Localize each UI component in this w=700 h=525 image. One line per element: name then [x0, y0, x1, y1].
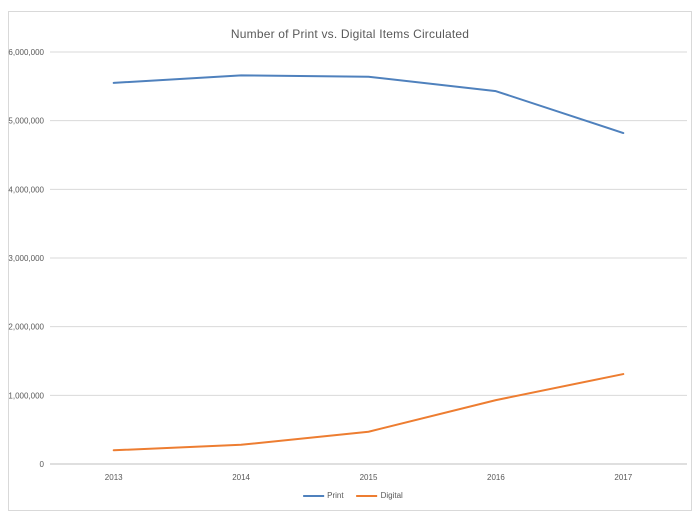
y-tick-label: 1,000,000 [8, 391, 44, 400]
x-tick-label: 2013 [105, 473, 123, 482]
x-tick-label: 2016 [487, 473, 505, 482]
y-tick-label: 0 [40, 460, 45, 469]
series-line-print [112, 74, 625, 135]
legend-item-digital[interactable]: Digital [356, 491, 403, 500]
x-tick-label: 2015 [360, 473, 378, 482]
series-line-digital [112, 373, 625, 452]
chart-title: Number of Print vs. Digital Items Circul… [230, 27, 470, 41]
x-tick-label: 2014 [232, 473, 250, 482]
digital-line-swatch [356, 494, 378, 497]
legend-label-digital: Digital [380, 491, 403, 500]
print-line-swatch [303, 494, 325, 497]
y-tick-label: 6,000,000 [8, 48, 44, 57]
chart-frame[interactable]: Number of Print vs. Digital Items Circul… [8, 11, 692, 511]
y-tick-label: 2,000,000 [8, 323, 44, 332]
legend-item-print[interactable]: Print [303, 491, 344, 500]
y-tick-label: 4,000,000 [8, 185, 44, 194]
x-tick-label: 2017 [614, 473, 632, 482]
y-tick-label: 3,000,000 [8, 254, 44, 263]
legend: Print Digital [303, 491, 403, 500]
legend-label-print: Print [327, 491, 344, 500]
y-tick-label: 5,000,000 [8, 117, 44, 126]
